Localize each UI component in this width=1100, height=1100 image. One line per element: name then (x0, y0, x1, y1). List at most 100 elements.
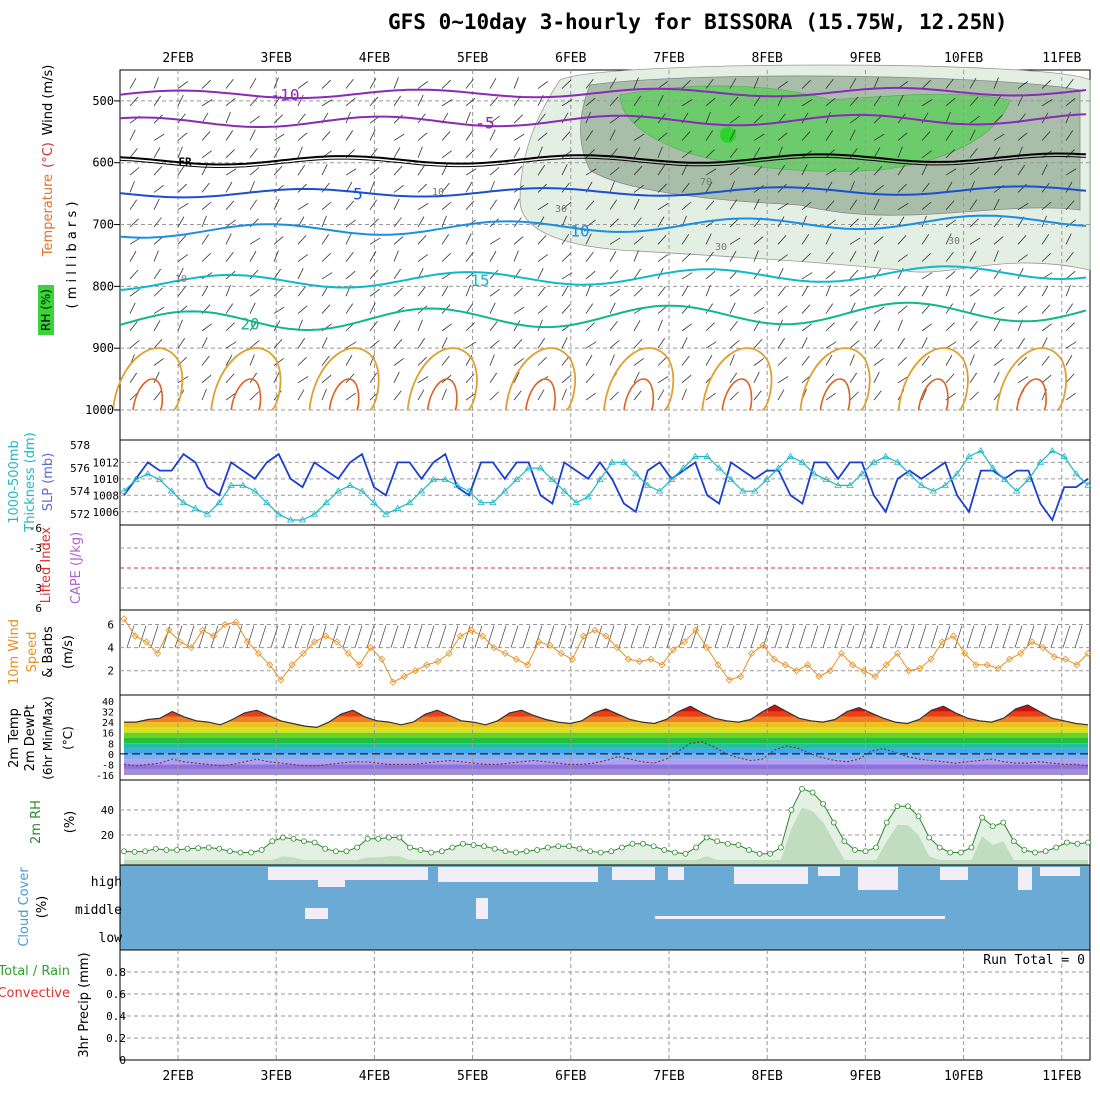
wind-barb (945, 284, 951, 297)
wind-barb (633, 95, 642, 107)
wind-barb (654, 625, 663, 648)
wind-barb (1065, 130, 1074, 141)
wind-speed-marker (445, 649, 453, 657)
thickness-marker (144, 470, 152, 477)
thickness-marker (536, 464, 545, 471)
isotherm-line (119, 86, 1087, 100)
isotherm-line (119, 185, 1087, 199)
wind-speed-marker (871, 672, 879, 681)
thickness-marker (513, 475, 521, 483)
wind-barb (897, 376, 909, 384)
wind-barb (1017, 254, 1028, 262)
surface-isotherm (917, 378, 949, 411)
rh-marker (142, 848, 149, 855)
cloud-row-label: low (99, 931, 123, 946)
wind-barb (345, 130, 354, 141)
wind-barb (249, 115, 260, 124)
wind-barb (657, 235, 667, 245)
wind-barb (825, 303, 834, 314)
wind-barb (609, 167, 620, 176)
wind-barb (273, 236, 284, 245)
wind-speed-marker (299, 649, 307, 657)
wind-barb (849, 321, 858, 332)
thickness-marker (596, 475, 604, 483)
wind-speed-marker (232, 618, 240, 626)
wind-barb (594, 625, 603, 648)
wind-barb (153, 338, 163, 349)
wind-barb (753, 338, 763, 349)
wind-barb (705, 251, 714, 262)
wind-barb (465, 373, 475, 384)
li-tick-label: 0 (35, 562, 42, 575)
wind-barb (486, 625, 495, 648)
wind-speed-marker (333, 638, 341, 646)
wind-speed-marker (490, 644, 498, 652)
temp-line (124, 704, 1089, 729)
thickness-marker (977, 446, 985, 454)
rh-marker (608, 848, 615, 855)
isotherm-label: 10 (570, 222, 589, 241)
wind-barb (642, 625, 651, 648)
thickness-marker (382, 510, 390, 517)
date-label-top: 11FEB (1042, 51, 1081, 66)
wind-barb (726, 625, 735, 648)
rh-marker (523, 848, 530, 855)
wind-barb (921, 285, 929, 297)
slp-grid (120, 440, 1090, 525)
pressure-axis-label: ( m i l l i b a r s ) (65, 202, 80, 309)
wind-barb (1017, 203, 1029, 211)
wind-barb (777, 216, 785, 228)
wind-barb (993, 306, 1005, 314)
wind-speed-marker (1028, 638, 1036, 646)
wind-barb (753, 371, 760, 383)
rh-marker (1032, 849, 1038, 856)
thickness-marker (477, 498, 485, 506)
rh-marker (671, 849, 678, 856)
wind-barb (873, 133, 885, 141)
isotherm-label: 20 (240, 314, 259, 333)
thickness-marker (715, 464, 723, 471)
wind-barb (609, 354, 615, 366)
wind-barb (954, 625, 963, 648)
date-label-bottom: 4FEB (359, 1069, 390, 1084)
temp-fill (124, 705, 1088, 775)
wind-barb (489, 148, 498, 159)
wind-barb (897, 338, 906, 349)
rh-marker (767, 850, 774, 857)
wind-barb (849, 199, 858, 210)
wind-barb (537, 203, 549, 211)
wind-barb (897, 203, 909, 211)
wind-barb (633, 250, 639, 262)
wind-barb (321, 388, 327, 401)
wind-barb (753, 287, 763, 297)
temp-bands (124, 705, 1088, 775)
isotherm-label: FR (178, 156, 192, 169)
wind-barb (498, 625, 507, 648)
wind-barb (393, 198, 400, 210)
wind-speed-marker (546, 641, 554, 649)
wind-barb (321, 79, 331, 89)
wind-barb (705, 233, 712, 245)
thickness-marker (132, 475, 140, 483)
wind-barb (1017, 94, 1024, 107)
wind-barb (657, 183, 667, 193)
wind-barb (609, 321, 618, 332)
wind-barb (822, 625, 831, 648)
wind-barb (177, 94, 184, 107)
wind-speed-marker (288, 661, 296, 669)
wind-speed-marker (826, 667, 834, 675)
wind-barb (369, 251, 377, 262)
rh-marker (258, 847, 265, 853)
wind-barb (705, 270, 716, 280)
wind-speed-marker (1039, 644, 1047, 652)
wind-barb (993, 268, 1002, 280)
wind-barb (921, 253, 931, 262)
wind-barb (369, 96, 379, 107)
rh-marker (714, 838, 721, 845)
clear-sky-strip (655, 916, 945, 919)
wind-barb (753, 358, 764, 366)
wind-barb (153, 287, 163, 297)
wind-barb (366, 625, 375, 648)
wind-barb (393, 185, 404, 193)
slp-tick-label: 1012 (93, 456, 120, 469)
